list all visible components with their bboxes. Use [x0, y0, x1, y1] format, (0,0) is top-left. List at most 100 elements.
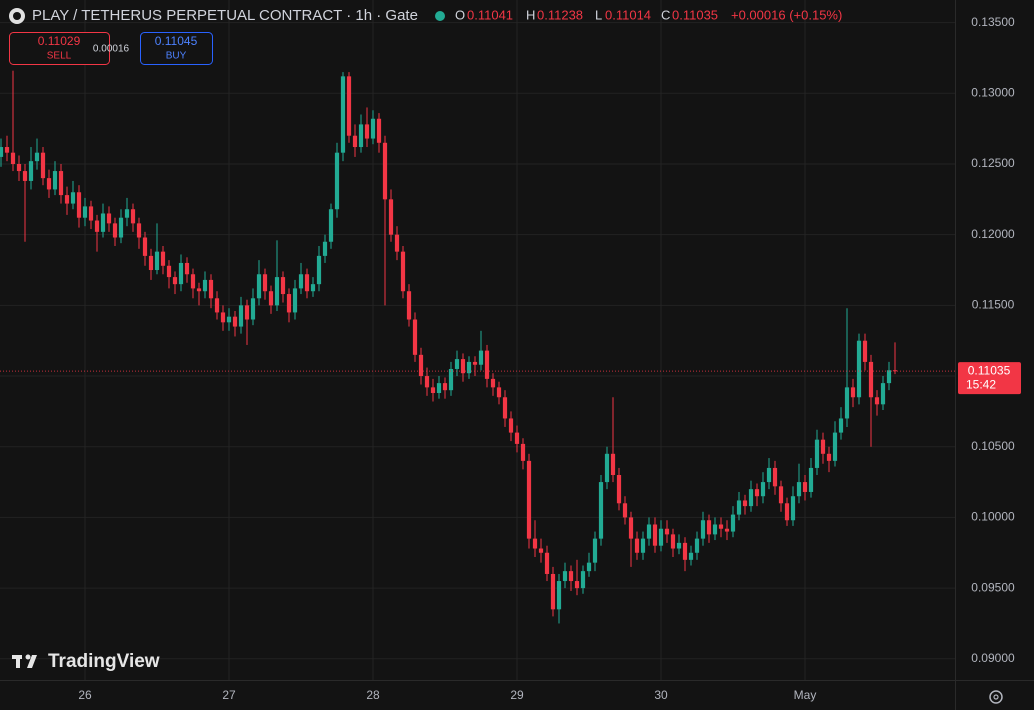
x-tick-label: 30 [654, 688, 668, 702]
candle-body [310, 284, 316, 292]
candle-body [154, 251, 160, 271]
candle-body [472, 361, 478, 365]
candle-body [46, 178, 52, 190]
candle-body [250, 298, 256, 320]
candle-body [634, 538, 640, 553]
candle-body [136, 223, 142, 238]
candle-body [16, 163, 22, 172]
candle-body [808, 467, 814, 492]
candle-body [340, 76, 346, 153]
candle-body [868, 361, 874, 398]
candle-body [598, 482, 604, 539]
candle-body [550, 573, 556, 610]
candle-body [694, 538, 700, 553]
candle-body [604, 453, 610, 483]
x-tick-label: 26 [78, 688, 92, 702]
candle-body [292, 288, 298, 313]
candle-body [262, 274, 268, 292]
buy-price: 0.11045 [155, 34, 198, 48]
candle-body [238, 305, 244, 327]
candle-body [466, 361, 472, 374]
candle-body [82, 206, 88, 218]
buy-label: BUY [166, 51, 187, 62]
ohlc-change: +0.00016 (+0.15%) [731, 7, 842, 22]
symbol-logo-inner [13, 12, 21, 20]
candle-body [766, 467, 772, 483]
candle-body [544, 552, 550, 574]
x-tick-label: 28 [366, 688, 380, 702]
overlay: PLAY / TETHERUS PERPETUAL CONTRACT · 1h … [0, 7, 1021, 704]
candle-body [460, 359, 466, 374]
candle-body [592, 538, 598, 563]
candle-body [442, 383, 448, 391]
candle-body [844, 387, 850, 419]
candle-body [130, 209, 136, 224]
candle-body [712, 524, 718, 535]
candle-body [514, 432, 520, 444]
buy-button[interactable] [140, 32, 213, 65]
ohlc-value: 0.11035 [672, 7, 718, 22]
candle-body [616, 475, 622, 504]
last-price-label: 0.11035 [968, 363, 1011, 377]
candle-body [742, 500, 748, 507]
candle-body [748, 489, 754, 507]
candle-body [496, 387, 502, 398]
candle-body [670, 534, 676, 549]
candle-body [886, 370, 892, 384]
candle-body [364, 124, 370, 139]
candle-body [658, 528, 664, 546]
candle-body [838, 418, 844, 433]
candle-body [676, 542, 682, 549]
sell-button[interactable] [9, 32, 110, 65]
candle-body [418, 354, 424, 377]
candle-body [256, 274, 262, 299]
candle-body [628, 517, 634, 539]
candle-body [166, 265, 172, 278]
candle-body [76, 192, 82, 218]
candle-body [832, 432, 838, 461]
candle-body [784, 503, 790, 521]
candle-body [574, 581, 580, 589]
candle-body [52, 171, 58, 190]
ohlc-value: 0.11041 [467, 7, 513, 22]
candle-body [862, 340, 868, 362]
candle-body [412, 319, 418, 355]
candle-body [100, 213, 106, 232]
candle-body [220, 312, 226, 323]
candle-body [730, 514, 736, 532]
candle-body [718, 524, 724, 529]
candle-body [688, 552, 694, 560]
candle-body [778, 486, 784, 504]
settings-icon[interactable] [989, 690, 1003, 704]
candle-body [610, 453, 616, 476]
candle-body [568, 571, 574, 582]
y-tick-label: 0.09000 [971, 651, 1015, 665]
candle-body [796, 482, 802, 497]
candle-body [178, 262, 184, 285]
watermark-logo [12, 654, 37, 668]
candle-body [244, 305, 250, 320]
candle-body [454, 359, 460, 369]
candle-body [0, 147, 4, 157]
y-tick-label: 0.09500 [971, 580, 1015, 594]
candle-body [424, 376, 430, 388]
candle-body [388, 199, 394, 235]
candle-body [736, 500, 742, 515]
candle-body [622, 503, 628, 518]
candle-body [118, 217, 124, 238]
candle-body [526, 460, 532, 539]
candle-body [580, 571, 586, 589]
candle-body [430, 387, 436, 394]
settings-icon-inner [993, 694, 999, 700]
candle-body [532, 538, 538, 549]
ohlc-value: 0.11238 [537, 7, 583, 22]
candle-body [304, 274, 310, 292]
candle-body [274, 277, 280, 306]
candle-body [640, 538, 646, 553]
candle-body [856, 340, 862, 398]
candle-body [64, 195, 70, 204]
candle-body [268, 291, 274, 306]
y-tick-label: 0.13000 [971, 85, 1015, 99]
